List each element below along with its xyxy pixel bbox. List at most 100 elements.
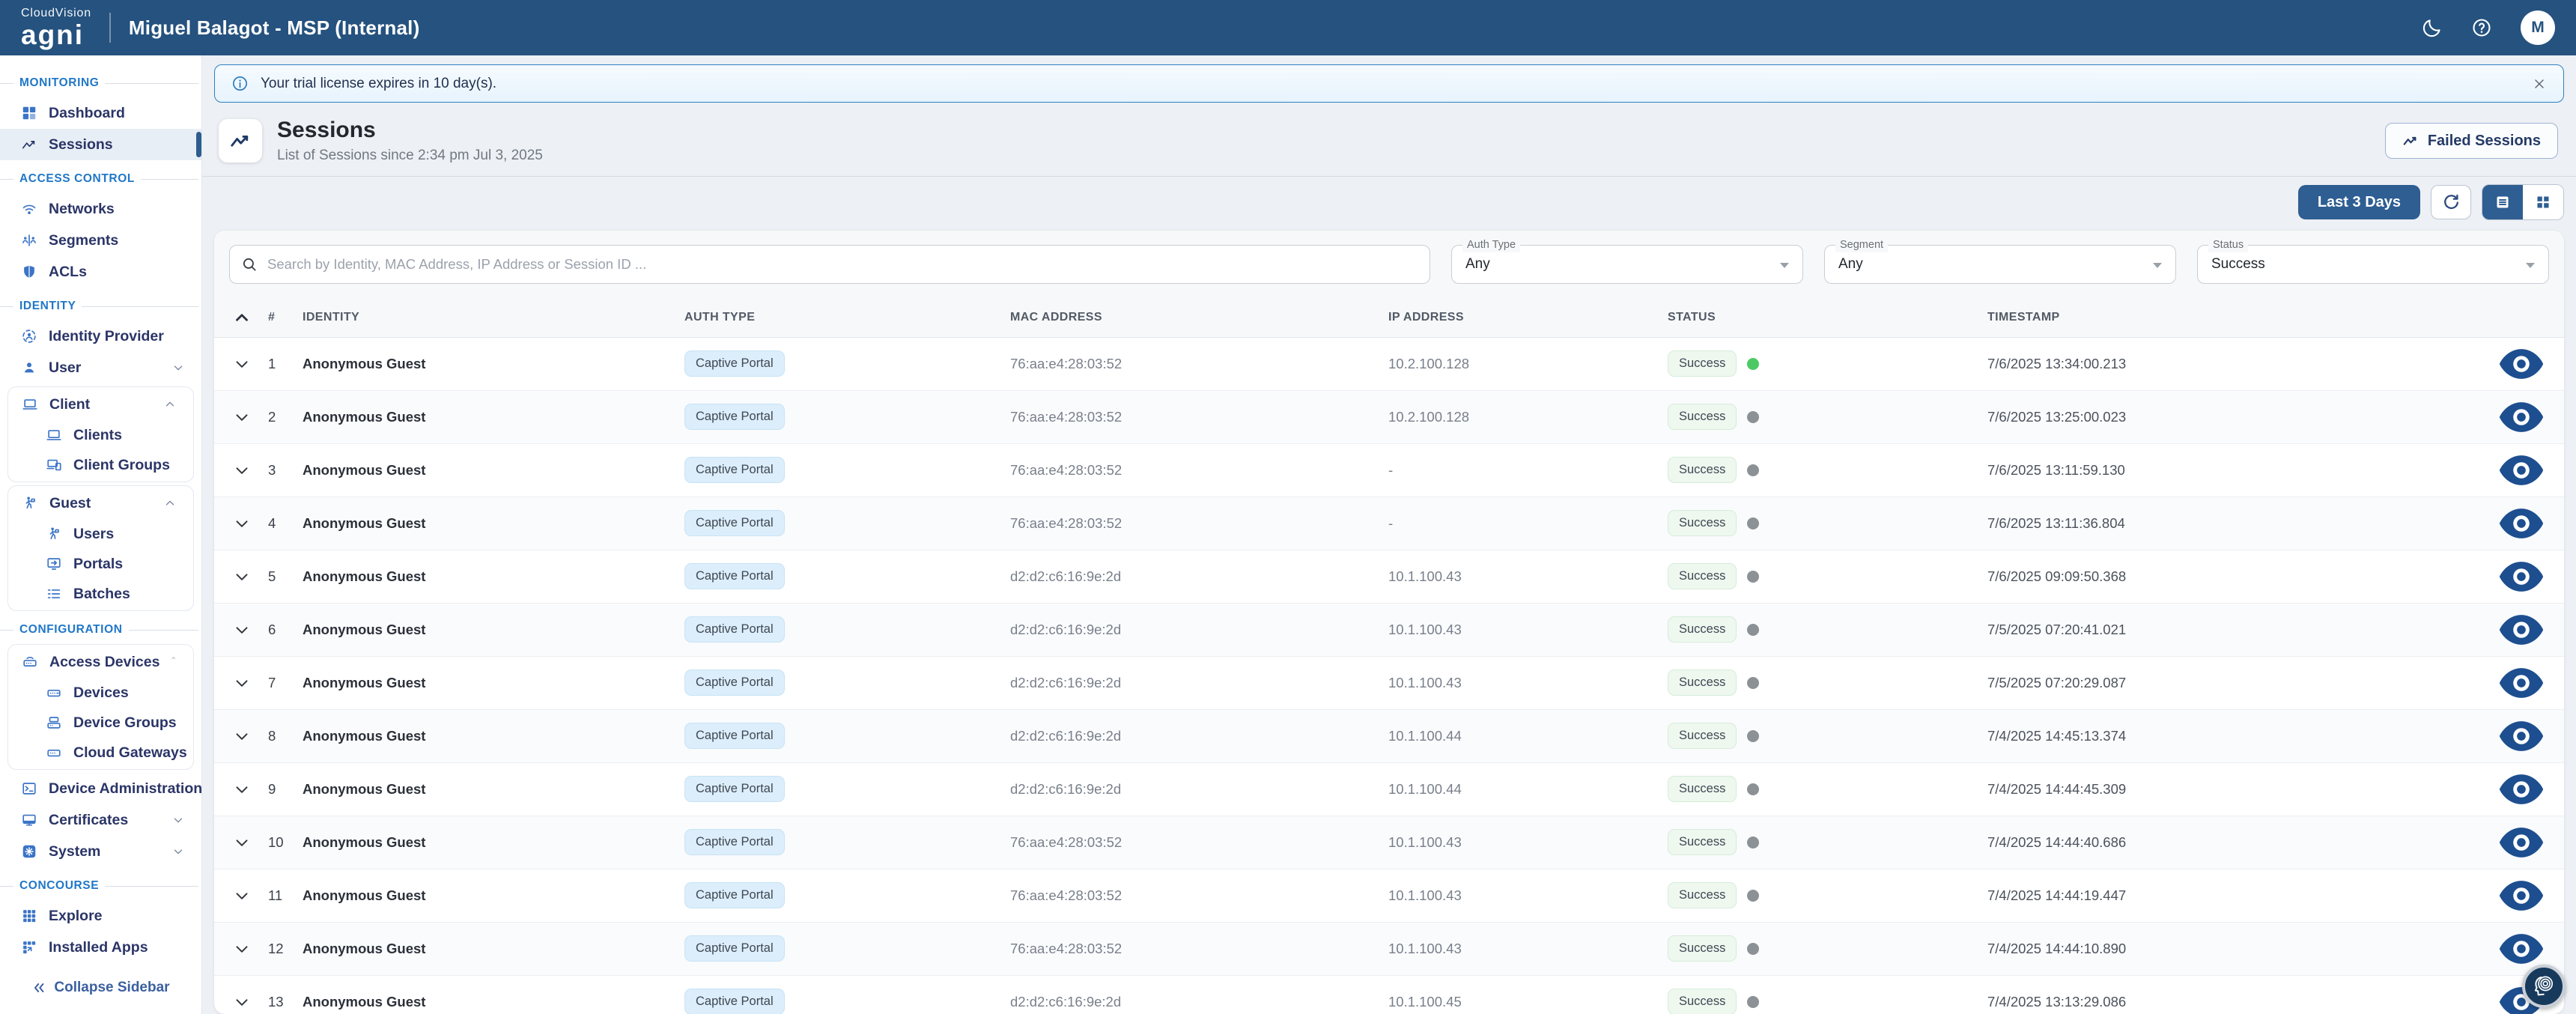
view-session-eye-icon[interactable]: [2495, 444, 2548, 497]
sidebar-item-sessions[interactable]: Sessions: [0, 129, 201, 160]
timestamp-cell: 7/4/2025 13:13:29.086: [1978, 974, 2495, 1014]
status-badge: Success: [1668, 670, 1737, 696]
column-header-status[interactable]: STATUS: [1659, 298, 1978, 338]
row-number: 13: [252, 974, 294, 1014]
row-expand-icon[interactable]: [232, 354, 252, 374]
sidebar-item-devices[interactable]: Devices: [8, 678, 193, 708]
row-expand-icon[interactable]: [232, 461, 252, 480]
list-view-icon: [2494, 193, 2512, 211]
row-expand-icon[interactable]: [232, 407, 252, 427]
grid-view-button[interactable]: [2523, 185, 2563, 220]
collapse-all-rows-icon[interactable]: [232, 308, 252, 327]
row-expand-icon[interactable]: [232, 886, 252, 905]
row-number: 12: [252, 921, 294, 976]
chevron-up-icon: [163, 398, 177, 411]
view-session-eye-icon[interactable]: [2495, 497, 2548, 550]
view-session-eye-icon[interactable]: [2495, 923, 2548, 975]
status-select[interactable]: Status Success: [2197, 239, 2549, 285]
sidebar-item-identity-provider[interactable]: Identity Provider: [0, 321, 201, 352]
column-header-auth-type[interactable]: AUTH TYPE: [675, 298, 1001, 338]
collapse-sidebar-button[interactable]: Collapse Sidebar: [0, 965, 201, 1014]
assistant-head-icon: [2534, 976, 2554, 996]
sidebar-item-explore[interactable]: Explore: [0, 900, 201, 932]
row-expand-icon[interactable]: [232, 780, 252, 799]
view-session-eye-icon[interactable]: [2495, 763, 2548, 816]
row-number: 10: [252, 815, 294, 869]
sidebar-item-label: User: [49, 359, 82, 376]
row-expand-icon[interactable]: [232, 992, 252, 1012]
sidebar-item-certificates[interactable]: Certificates: [0, 804, 201, 836]
sidebar-item-segments[interactable]: Segments: [0, 225, 201, 256]
row-expand-icon[interactable]: [232, 620, 252, 640]
row-expand-icon[interactable]: [232, 673, 252, 693]
sidebar-item-clients[interactable]: Clients: [8, 420, 193, 450]
sidebar-item-device-groups[interactable]: Device Groups: [8, 708, 193, 738]
view-session-eye-icon[interactable]: [2495, 869, 2548, 922]
sidebar-section-monitoring: MONITORING: [0, 73, 201, 93]
auth-type-cell: Captive Portal: [675, 921, 1001, 976]
refresh-icon: [2442, 193, 2461, 212]
column-header-identity[interactable]: IDENTITY: [294, 298, 675, 338]
user-avatar[interactable]: M: [2521, 10, 2555, 45]
column-header-timestamp[interactable]: TIMESTAMP: [1978, 298, 2495, 338]
help-icon[interactable]: [2471, 17, 2492, 38]
search-input[interactable]: [229, 245, 1430, 285]
sidebar-section-identity: IDENTITY: [0, 297, 201, 316]
sidebar-item-client[interactable]: Client: [8, 389, 193, 420]
assistant-button[interactable]: [2522, 965, 2566, 1008]
row-expand-icon[interactable]: [232, 726, 252, 746]
status-badge: Success: [1668, 457, 1737, 484]
session-row: 8 Anonymous Guest Captive Portal d2:d2:c6:1…: [214, 708, 2564, 763]
mac-address-cell: d2:d2:c6:16:9e:2d: [1001, 655, 1379, 710]
sidebar-item-dashboard[interactable]: Dashboard: [0, 97, 201, 129]
page-header: Sessions List of Sessions since 2:34 pm …: [202, 107, 2576, 173]
sidebar-item-acls[interactable]: ACLs: [0, 256, 201, 288]
sidebar-item-device-administration[interactable]: Device Administration: [0, 773, 201, 804]
sidebar-item-networks[interactable]: Networks: [0, 193, 201, 225]
column-header-ip[interactable]: IP ADDRESS: [1379, 298, 1659, 338]
sidebar-item-client-groups[interactable]: Client Groups: [8, 450, 193, 480]
view-session-eye-icon[interactable]: [2495, 550, 2548, 603]
list-view-button[interactable]: [2482, 185, 2523, 220]
auth-type-badge: Captive Portal: [684, 882, 785, 909]
column-header-mac[interactable]: MAC ADDRESS: [1001, 298, 1379, 338]
row-expand-icon[interactable]: [232, 939, 252, 959]
view-session-eye-icon[interactable]: [2495, 816, 2548, 869]
sidebar-item-user[interactable]: User: [0, 352, 201, 383]
view-session-eye-icon[interactable]: [2495, 604, 2548, 656]
auth-type-select[interactable]: Auth Type Any: [1451, 239, 1803, 285]
sidebar-item-installed-apps[interactable]: Installed Apps: [0, 932, 201, 963]
cloudvision-agni-logo: CloudVision agni: [21, 7, 91, 49]
status-cell: Success: [1659, 389, 1978, 444]
sidebar-item-label: Certificates: [49, 811, 129, 828]
view-session-eye-icon[interactable]: [2495, 338, 2548, 390]
sidebar-item-label: ACLs: [49, 263, 87, 280]
view-session-eye-icon[interactable]: [2495, 710, 2548, 762]
sidebar-item-users[interactable]: Users: [8, 519, 193, 549]
sidebar-item-portals[interactable]: Portals: [8, 549, 193, 579]
sidebar-item-system[interactable]: System: [0, 836, 201, 867]
view-session-eye-icon[interactable]: [2495, 391, 2548, 443]
row-number: 9: [252, 762, 294, 816]
refresh-button[interactable]: [2431, 185, 2471, 220]
segment-select[interactable]: Segment Any: [1824, 239, 2176, 285]
banner-close-icon[interactable]: [2532, 76, 2547, 91]
sidebar-item-label: Explore: [49, 907, 103, 924]
portals-icon: [46, 556, 62, 572]
grid-view-icon: [2534, 193, 2552, 211]
identity-cell: Anonymous Guest: [294, 762, 675, 816]
sidebar-item-cloud-gateways[interactable]: Cloud Gateways: [8, 738, 193, 768]
row-expand-icon[interactable]: [232, 567, 252, 586]
page-subtitle: List of Sessions since 2:34 pm Jul 3, 20…: [277, 148, 543, 164]
column-header-num[interactable]: #: [252, 298, 294, 338]
sidebar-item-guest[interactable]: Guest: [8, 488, 193, 519]
sidebar-item-access-devices[interactable]: Access Devices: [8, 646, 193, 678]
sidebar-item-batches[interactable]: Batches: [8, 579, 193, 609]
sessions-table: # IDENTITY AUTH TYPE MAC ADDRESS IP ADDR…: [214, 298, 2564, 1014]
row-expand-icon[interactable]: [232, 833, 252, 852]
dark-mode-icon[interactable]: [2422, 17, 2443, 38]
view-session-eye-icon[interactable]: [2495, 657, 2548, 709]
row-expand-icon[interactable]: [232, 514, 252, 533]
time-range-button[interactable]: Last 3 Days: [2297, 185, 2420, 220]
failed-sessions-button[interactable]: Failed Sessions: [2384, 123, 2558, 160]
